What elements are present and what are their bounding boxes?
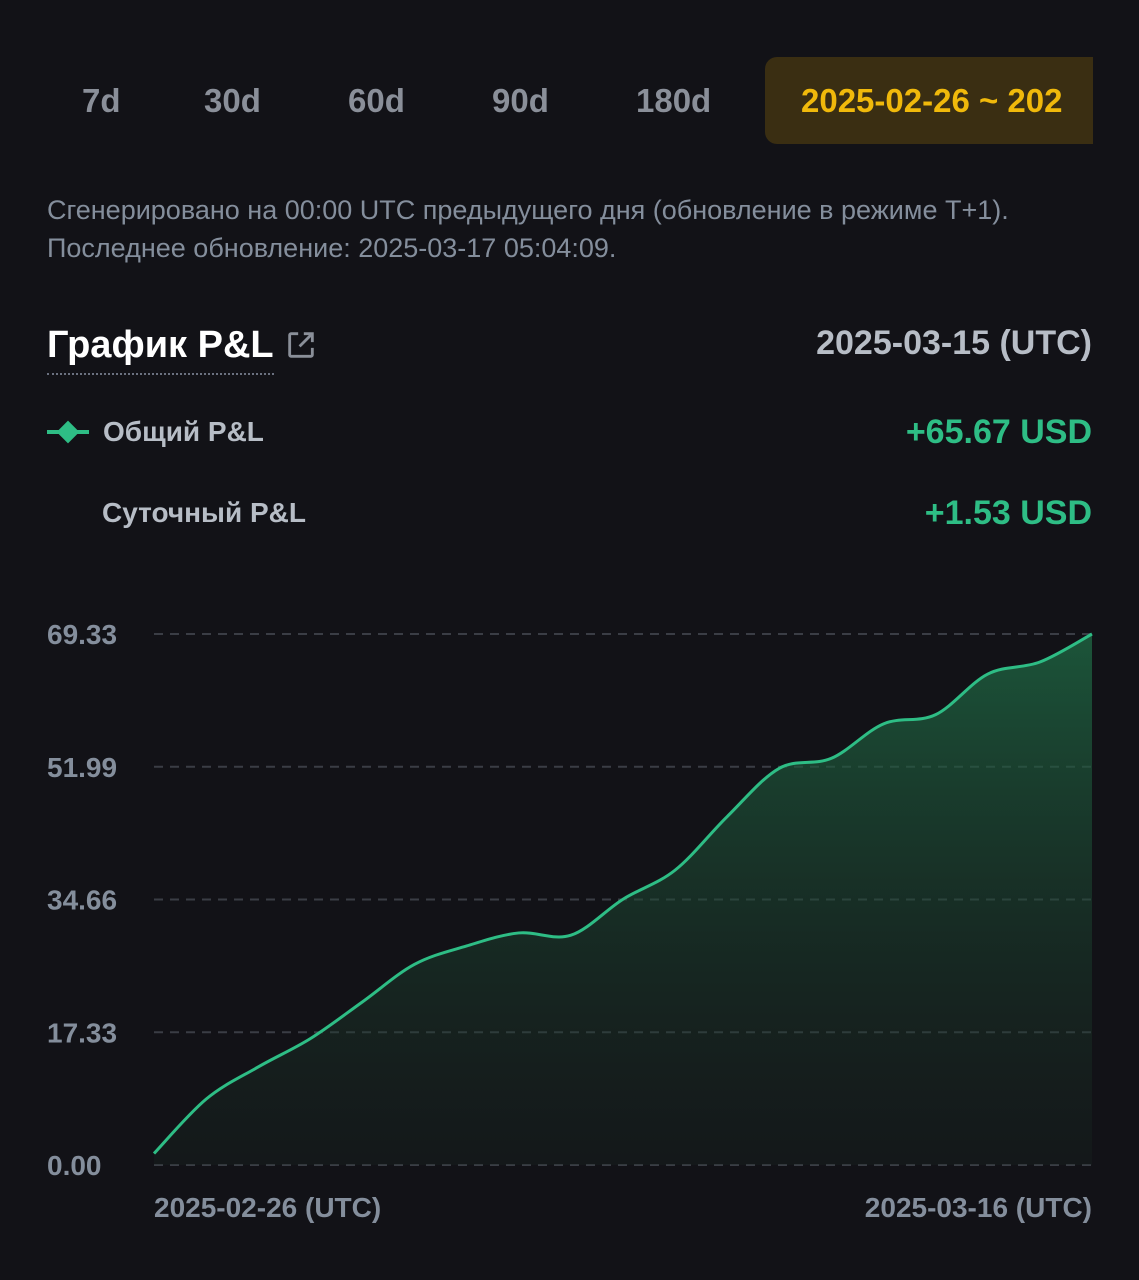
y-tick-label: 69.33 bbox=[47, 619, 117, 650]
total-pnl-label: Общий P&L bbox=[103, 416, 264, 447]
update-note: Сгенерировано на 00:00 UTC предыдущего д… bbox=[47, 195, 1009, 263]
tab-30d[interactable]: 30d bbox=[204, 82, 261, 119]
data-points bbox=[153, 633, 1093, 1154]
tab-180d[interactable]: 180d bbox=[636, 82, 712, 119]
y-axis: 69.33 51.99 34.66 17.33 0.00 bbox=[47, 619, 117, 1181]
tab-7d[interactable]: 7d bbox=[82, 82, 121, 119]
page-title[interactable]: График P&L bbox=[47, 324, 274, 375]
y-tick-label: 17.33 bbox=[47, 1017, 117, 1048]
y-tick-label: 34.66 bbox=[47, 885, 117, 916]
pnl-area-chart[interactable]: 69.33 51.99 34.66 17.33 0.00 2025-02-26 (UTC… bbox=[0, 590, 1139, 1240]
tab-custom-range[interactable]: 2025-02-26 ~ 202 bbox=[765, 57, 1093, 144]
x-tick-label-end: 2025-03-16 (UTC) bbox=[865, 1192, 1092, 1223]
tab-90d[interactable]: 90d bbox=[492, 82, 549, 119]
daily-pnl-label: Суточный P&L bbox=[102, 497, 306, 528]
y-tick-label: 0.00 bbox=[47, 1150, 102, 1181]
external-link-icon[interactable] bbox=[284, 328, 318, 362]
y-tick-label: 51.99 bbox=[47, 752, 117, 783]
daily-pnl-value: +1.53 USD bbox=[924, 493, 1092, 532]
line-diamond-marker-icon bbox=[47, 420, 89, 444]
pnl-chart-title[interactable]: График P&L bbox=[47, 322, 318, 376]
total-pnl-row: Общий P&L +65.67 USD bbox=[47, 407, 1092, 457]
selected-date: 2025-03-15 (UTC) bbox=[816, 324, 1092, 362]
x-tick-label-start: 2025-02-26 (UTC) bbox=[154, 1192, 381, 1223]
period-tabs: 7d 30d 60d 90d 180d 2025-02-26 ~ 202 bbox=[0, 57, 1093, 144]
daily-pnl-row: Суточный P&L +1.53 USD bbox=[102, 488, 1092, 538]
total-pnl-value: +65.67 USD bbox=[905, 412, 1092, 451]
tab-60d[interactable]: 60d bbox=[348, 82, 405, 119]
